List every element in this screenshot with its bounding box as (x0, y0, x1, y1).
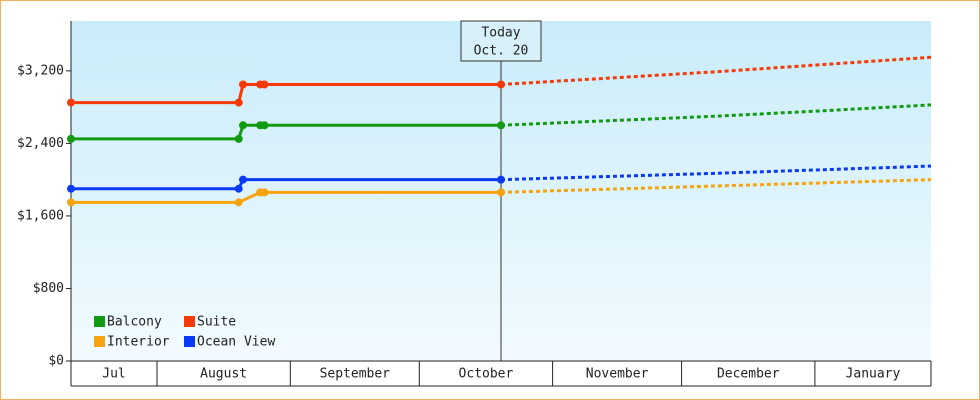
y-tick-label: $3,200 (17, 63, 64, 78)
point (260, 121, 269, 130)
legend-swatch (94, 316, 105, 327)
y-tick-label: $2,400 (17, 136, 64, 151)
forecast-line (500, 178, 932, 194)
point (239, 121, 247, 130)
legend-swatch (94, 336, 105, 347)
series-line (71, 82, 501, 105)
point (234, 134, 243, 143)
legend-label: Interior (107, 335, 170, 350)
y-tick-label: $800 (33, 281, 64, 296)
forecast-line (500, 55, 932, 86)
x-tick-label: January (846, 367, 901, 382)
point (239, 80, 247, 89)
point (67, 184, 75, 193)
forecast-line (500, 164, 932, 182)
series-line (71, 178, 501, 191)
point (67, 134, 75, 143)
point (234, 184, 243, 193)
legend-label: Ocean View (197, 335, 275, 350)
legend-label: Suite (197, 315, 236, 330)
x-tick-label: August (200, 367, 247, 382)
x-tick-label: October (459, 367, 514, 382)
legend-swatch (184, 336, 195, 347)
legend-swatch (184, 316, 195, 327)
x-tick-label: Jul (102, 367, 125, 382)
today-label: Today (481, 26, 520, 41)
forecast-line (500, 103, 932, 127)
today-box (460, 20, 542, 62)
y-tick-label: $1,600 (17, 208, 64, 223)
point (497, 80, 505, 89)
point (260, 188, 269, 197)
legend-label: Balcony (107, 315, 162, 330)
point (67, 98, 75, 107)
series-line (71, 123, 501, 141)
point (234, 98, 243, 107)
x-tick-label: September (320, 367, 391, 382)
point (260, 80, 269, 89)
x-tick-label: November (586, 367, 649, 382)
point (67, 198, 75, 207)
today-label: Oct. 20 (474, 44, 529, 59)
y-tick-label: $0 (48, 354, 64, 369)
point (497, 121, 505, 130)
point (239, 175, 247, 184)
point (234, 198, 243, 207)
point (497, 188, 505, 197)
x-tick-label: December (717, 367, 780, 382)
point (497, 175, 505, 184)
